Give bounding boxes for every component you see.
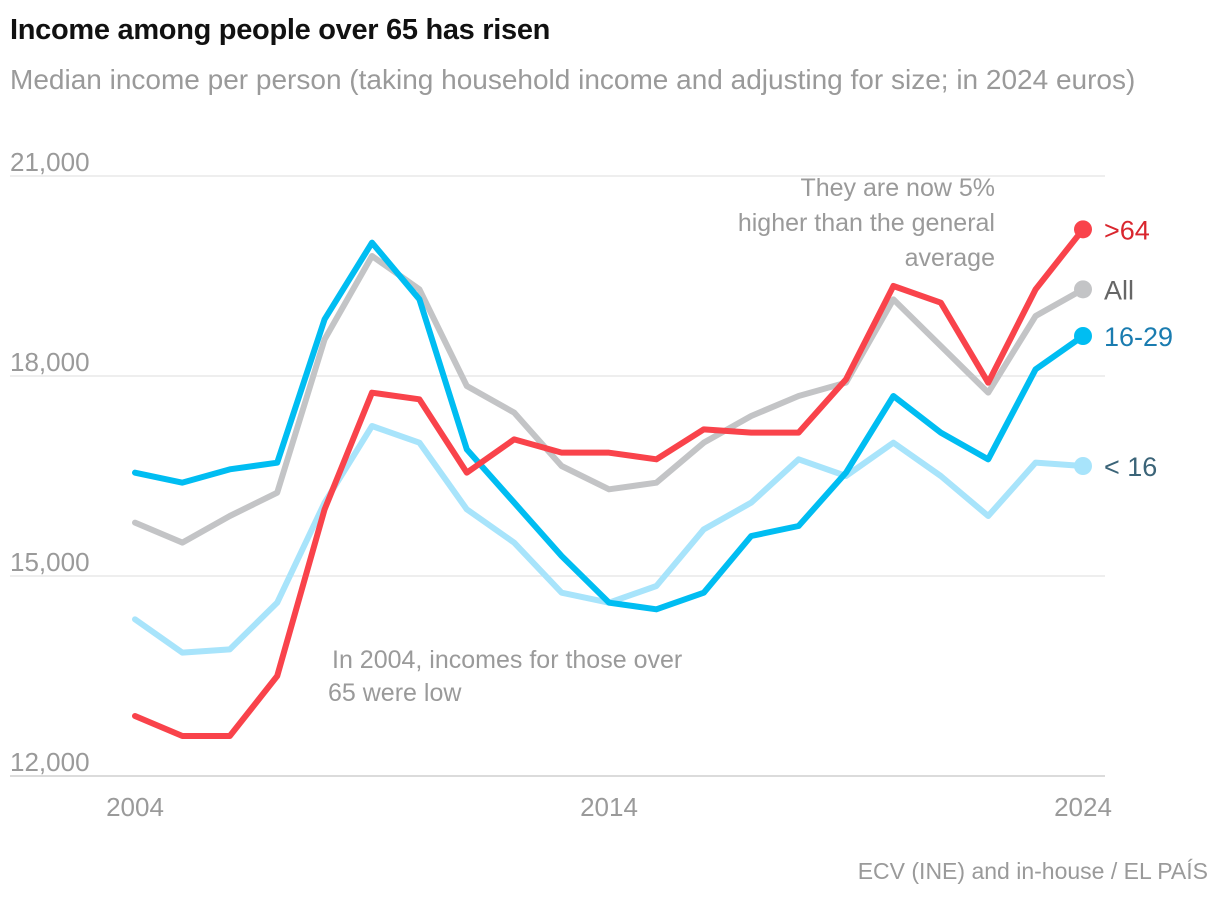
series-endpoint-16-29 — [1074, 327, 1092, 345]
source-credit: ECV (INE) and in-house / EL PAÍS — [857, 858, 1208, 884]
annotation-current-line: higher than the general — [738, 209, 995, 237]
annotation-2004-line: 65 were low — [328, 679, 462, 707]
series-endpoint-64 — [1074, 220, 1092, 239]
series-line-all — [132, 253, 1086, 546]
annotation-current-line: They are now 5% — [800, 174, 995, 202]
y-tick-label: 12,000 — [10, 747, 90, 777]
y-tick-label: 21,000 — [10, 147, 90, 177]
annotation-current-line: average — [905, 244, 995, 272]
y-tick-label: 15,000 — [10, 547, 90, 577]
series-endpoint-16 — [1074, 457, 1092, 475]
gridlines — [10, 175, 1105, 777]
series-label-64: >64 — [1104, 215, 1150, 245]
x-tick-label: 2014 — [580, 792, 638, 822]
series-lines — [132, 220, 1092, 739]
chart-title: Income among people over 65 has risen — [10, 14, 551, 46]
series-line-16-29 — [132, 239, 1086, 613]
x-tick-label: 2024 — [1054, 792, 1112, 822]
series-label-all: All — [1104, 275, 1134, 305]
series-line-64 — [132, 226, 1086, 739]
annotation-2004-line: In 2004, incomes for those over — [332, 646, 682, 674]
series-label-16: < 16 — [1104, 452, 1157, 482]
chart-subtitle: Median income per person (taking househo… — [10, 64, 1136, 95]
series-endpoint-all — [1074, 280, 1092, 299]
x-tick-label: 2004 — [106, 792, 164, 822]
annotations: They are now 5% higher than the general av… — [328, 174, 995, 707]
x-axis-ticks: 2004 2014 2024 — [106, 792, 1112, 822]
series-label-16-29: 16-29 — [1104, 322, 1173, 352]
series-labels: < 16 All 16-29 >64 — [1104, 215, 1173, 482]
y-axis-ticks: 12,000 15,000 18,000 21,000 — [10, 147, 90, 777]
y-tick-label: 18,000 — [10, 347, 90, 377]
